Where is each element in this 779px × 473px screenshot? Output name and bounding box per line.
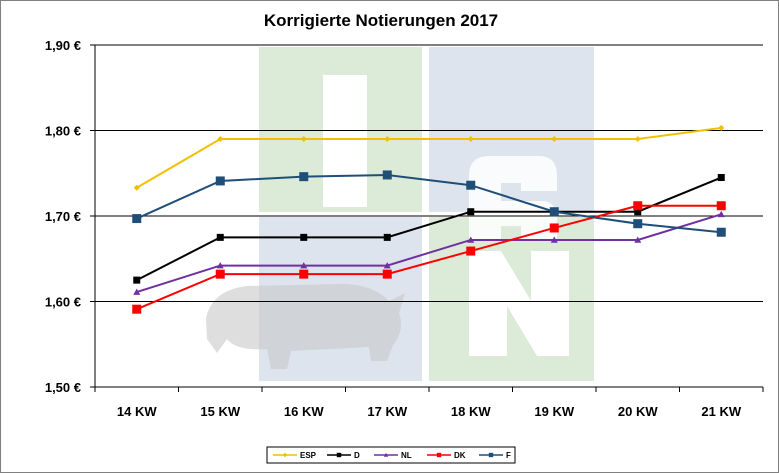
legend: ESP D NL DK F bbox=[266, 446, 516, 464]
legend-marker-dk bbox=[436, 452, 442, 458]
data-point-nl-7 bbox=[717, 210, 725, 218]
data-point-f-6 bbox=[633, 219, 643, 229]
data-point-nl-0 bbox=[133, 288, 141, 295]
x-tick-label-4: 18 KW bbox=[451, 404, 491, 419]
data-point-f-2 bbox=[299, 172, 309, 182]
legend-marker-esp bbox=[282, 452, 288, 458]
data-point-dk-5 bbox=[549, 223, 559, 233]
data-point-nl-6 bbox=[634, 236, 642, 243]
data-point-d-2 bbox=[300, 233, 308, 241]
data-point-nl-1 bbox=[216, 262, 224, 269]
series-esp bbox=[133, 124, 725, 191]
data-point-f-3 bbox=[382, 170, 392, 180]
data-point-esp-1 bbox=[217, 136, 224, 143]
data-point-d-6 bbox=[634, 208, 642, 216]
series-line-nl bbox=[136, 213, 722, 294]
watermark-panel-blue-top bbox=[429, 47, 594, 212]
data-point-f-1 bbox=[215, 176, 225, 186]
data-point-d-3 bbox=[383, 233, 391, 241]
series-line-dk bbox=[136, 204, 722, 311]
legend-marker-nl bbox=[383, 452, 389, 457]
legend-label-nl: NL bbox=[401, 451, 412, 460]
data-point-nl-5 bbox=[550, 236, 558, 243]
data-point-nl-3 bbox=[383, 262, 391, 269]
legend-label-esp: ESP bbox=[300, 451, 317, 460]
series-f bbox=[132, 170, 726, 237]
data-point-dk-0 bbox=[132, 304, 142, 314]
x-tick-label-0: 14 KW bbox=[117, 404, 157, 419]
data-point-d-4 bbox=[467, 208, 475, 216]
series-line-esp bbox=[136, 126, 722, 189]
data-point-f-7 bbox=[716, 227, 726, 237]
y-tick-label-4: 1,90 € bbox=[45, 38, 81, 53]
data-point-d-1 bbox=[216, 233, 224, 241]
data-point-f-5 bbox=[549, 207, 559, 217]
data-point-esp-6 bbox=[634, 136, 641, 143]
legend-label-dk: DK bbox=[454, 451, 466, 460]
data-point-esp-0 bbox=[133, 184, 140, 191]
data-point-esp-4 bbox=[467, 136, 474, 143]
x-tick-label-2: 16 KW bbox=[284, 404, 324, 419]
series-layer bbox=[132, 124, 726, 314]
data-point-esp-2 bbox=[300, 136, 307, 143]
data-point-f-4 bbox=[466, 180, 476, 190]
data-point-f-0 bbox=[132, 214, 142, 224]
watermark-pig-silhouette bbox=[206, 284, 405, 369]
legend-label-d: D bbox=[354, 451, 360, 460]
series-line-f bbox=[136, 173, 722, 234]
data-point-esp-3 bbox=[384, 136, 391, 143]
gridlines bbox=[95, 44, 763, 302]
y-axis-ticks: 1,50 € 1,60 € 1,70 € 1,80 € 1,90 € bbox=[45, 38, 95, 395]
data-point-d-7 bbox=[717, 174, 725, 182]
data-point-dk-7 bbox=[716, 201, 726, 211]
y-tick-label-1: 1,60 € bbox=[45, 295, 81, 310]
isn-watermark-logo bbox=[206, 47, 594, 381]
series-dk bbox=[132, 201, 726, 314]
x-tick-label-5: 19 KW bbox=[534, 404, 574, 419]
series-nl bbox=[133, 210, 725, 295]
legend-label-f: F bbox=[506, 451, 511, 460]
chart-title: Korrigierte Notierungen 2017 bbox=[264, 11, 498, 30]
data-point-dk-6 bbox=[633, 201, 643, 211]
x-axis-ticks: 14 KW 15 KW 16 KW 17 KW 18 KW 19 KW 20 KW 21 KW bbox=[94, 387, 764, 419]
x-tick-label-3: 17 KW bbox=[367, 404, 407, 419]
data-point-dk-4 bbox=[466, 246, 476, 256]
series-line-d bbox=[136, 176, 722, 282]
x-tick-label-1: 15 KW bbox=[200, 404, 240, 419]
data-point-nl-2 bbox=[300, 262, 308, 269]
data-point-esp-7 bbox=[718, 124, 725, 131]
legend-marker-f bbox=[488, 452, 494, 458]
data-point-nl-4 bbox=[467, 236, 475, 243]
watermark-letter-i bbox=[323, 75, 367, 207]
watermark-letter-s bbox=[469, 156, 557, 241]
data-point-dk-2 bbox=[299, 269, 309, 279]
data-point-esp-5 bbox=[551, 136, 558, 143]
legend-marker-d bbox=[336, 452, 342, 458]
watermark-letter-n bbox=[469, 251, 569, 356]
x-tick-label-7: 21 KW bbox=[701, 404, 741, 419]
x-tick-label-6: 20 KW bbox=[618, 404, 658, 419]
data-point-dk-1 bbox=[215, 269, 225, 279]
y-tick-label-2: 1,70 € bbox=[45, 209, 81, 224]
data-point-d-0 bbox=[133, 276, 141, 284]
data-point-dk-3 bbox=[382, 269, 392, 279]
y-tick-label-0: 1,50 € bbox=[45, 380, 81, 395]
legend-items: ESP D NL DK F bbox=[273, 451, 511, 460]
y-tick-label-3: 1,80 € bbox=[45, 124, 81, 139]
